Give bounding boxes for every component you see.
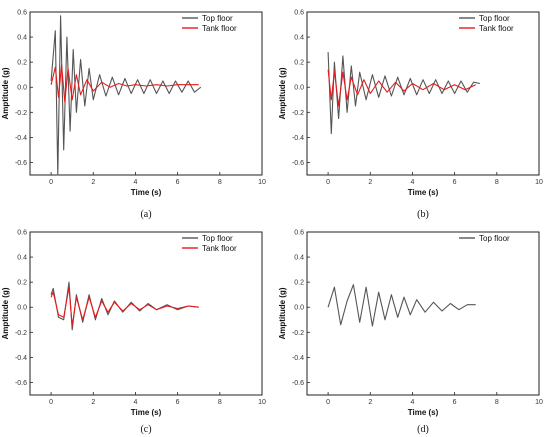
legend-label-top-floor: Top floor	[202, 14, 233, 23]
legend-label-tank-floor: Tank floor	[202, 24, 237, 33]
x-tick-label: 6	[176, 399, 180, 406]
series-line-tank-floor	[327, 69, 476, 107]
panel-caption: (a)	[140, 209, 151, 220]
x-tick-label: 4	[411, 179, 415, 186]
y-tick-label: 0.6	[294, 230, 304, 237]
y-tick-label: -0.2	[292, 330, 304, 337]
y-tick-label: 0.6	[17, 10, 27, 17]
x-axis-label: Time (s)	[131, 188, 162, 197]
y-tick-label: -0.4	[15, 135, 27, 142]
y-tick-label: -0.6	[292, 380, 304, 387]
x-tick-label: 2	[368, 399, 372, 406]
y-tick-label: 0.2	[294, 60, 304, 67]
y-tick-label: -0.6	[15, 380, 27, 387]
series-line-top-floor	[50, 15, 202, 176]
series-line-top-floor	[327, 284, 476, 327]
y-tick-label: 0.4	[294, 255, 304, 262]
legend-label-tank-floor: Tank floor	[479, 24, 514, 33]
chart-panel-0: 0 2 4 6 8 10 -0.6 -0.4 -0.2 0.0 0.2 0.4 0.6 Time (s) A…	[1, 10, 266, 221]
y-tick-label: 0.0	[294, 305, 304, 312]
chart-panel-1: 0 2 4 6 8 10 -0.6 -0.4 -0.2 0.0 0.2 0.4 0.6 Time (s) A…	[278, 10, 543, 221]
panel-caption: (c)	[140, 424, 151, 435]
x-axis-label: Time (s)	[131, 408, 162, 417]
panel-caption: (b)	[417, 209, 429, 220]
plot-frame	[306, 231, 540, 396]
legend-label-top-floor: Top floor	[479, 234, 510, 243]
y-tick-label: 0.6	[294, 10, 304, 17]
x-tick-label: 2	[368, 179, 372, 186]
y-tick-label: 0.4	[17, 35, 27, 42]
y-tick-label: -0.2	[15, 330, 27, 337]
y-tick-label: 0.2	[17, 60, 27, 67]
x-tick-label: 10	[535, 399, 543, 406]
y-tick-label: 0.2	[17, 280, 27, 287]
legend-label-tank-floor: Tank floor	[202, 244, 237, 253]
y-tick-label: 0.0	[17, 85, 27, 92]
y-tick-label: -0.2	[292, 110, 304, 117]
y-tick-label: 0.0	[294, 85, 304, 92]
x-tick-label: 6	[453, 179, 457, 186]
legend-label-top-floor: Top floor	[202, 234, 233, 243]
x-tick-label: 2	[91, 399, 95, 406]
x-tick-label: 6	[176, 179, 180, 186]
x-tick-label: 8	[495, 399, 499, 406]
y-tick-label: 0.6	[17, 230, 27, 237]
panel-caption: (d)	[417, 424, 429, 435]
y-tick-label: -0.4	[15, 355, 27, 362]
plot-frame	[306, 11, 540, 176]
chart-panel-3: 0 2 4 6 8 10 -0.6 -0.4 -0.2 0.0 0.2 0.4 0.6 Time (s) A…	[278, 230, 543, 436]
plot-frame	[29, 231, 263, 396]
y-axis-label: Amptitude (g)	[278, 287, 287, 339]
x-tick-label: 0	[49, 179, 53, 186]
x-tick-label: 2	[91, 179, 95, 186]
y-tick-label: 0.0	[17, 305, 27, 312]
y-tick-label: 0.4	[294, 35, 304, 42]
series-line-tank-floor	[50, 64, 199, 103]
x-tick-label: 8	[495, 179, 499, 186]
x-tick-label: 4	[134, 399, 138, 406]
series-line-top-floor	[327, 52, 481, 135]
x-tick-label: 8	[218, 399, 222, 406]
y-tick-label: -0.4	[292, 135, 304, 142]
plot-frame	[29, 11, 263, 176]
x-tick-label: 10	[258, 399, 266, 406]
y-tick-label: -0.2	[15, 110, 27, 117]
chart-panel-2: 0 2 4 6 8 10 -0.6 -0.4 -0.2 0.0 0.2 0.4 0.6 Time (s) A…	[1, 230, 266, 436]
y-tick-label: -0.4	[292, 355, 304, 362]
x-axis-label: Time (s)	[408, 188, 439, 197]
x-axis-label: Time (s)	[408, 408, 439, 417]
x-tick-label: 0	[326, 399, 330, 406]
x-tick-label: 8	[218, 179, 222, 186]
series-line-tank-floor	[50, 286, 199, 327]
y-tick-label: -0.6	[292, 160, 304, 167]
x-tick-label: 4	[411, 399, 415, 406]
y-axis-label: Amptitude (g)	[1, 287, 10, 339]
legend-label-top-floor: Top floor	[479, 14, 510, 23]
x-tick-label: 0	[49, 399, 53, 406]
y-axis-label: Amptitude (g)	[278, 67, 287, 119]
y-tick-label: 0.4	[17, 255, 27, 262]
x-tick-label: 4	[134, 179, 138, 186]
y-tick-label: -0.6	[15, 160, 27, 167]
y-axis-label: Amptitude (g)	[1, 67, 10, 119]
x-tick-label: 10	[258, 179, 266, 186]
x-tick-label: 0	[326, 179, 330, 186]
x-tick-label: 10	[535, 179, 543, 186]
y-tick-label: 0.2	[294, 280, 304, 287]
x-tick-label: 6	[453, 399, 457, 406]
